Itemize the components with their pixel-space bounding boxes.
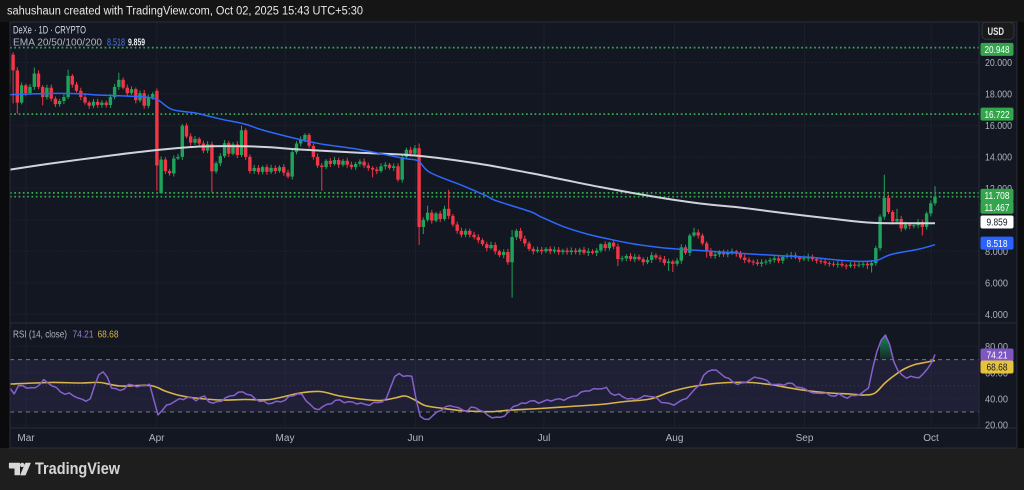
svg-text:RSI (14, close): RSI (14, close) <box>13 329 67 341</box>
svg-text:sahushaun created with Trading: sahushaun created with TradingView.com, … <box>7 6 363 18</box>
svg-text:Aug: Aug <box>666 433 684 444</box>
svg-text:20.948: 20.948 <box>985 44 1010 56</box>
svg-text:Jun: Jun <box>407 433 423 444</box>
svg-text:Oct: Oct <box>923 433 939 444</box>
svg-text:20.00: 20.00 <box>985 420 1008 432</box>
svg-text:Mar: Mar <box>17 433 35 444</box>
svg-text:DeXe · 1D · CRYPTO: DeXe · 1D · CRYPTO <box>13 25 86 37</box>
svg-text:18.000: 18.000 <box>985 89 1012 101</box>
svg-text:11.708: 11.708 <box>985 190 1010 202</box>
svg-text:16.722: 16.722 <box>985 109 1010 121</box>
svg-text:40.00: 40.00 <box>985 394 1008 406</box>
svg-text:74.21: 74.21 <box>73 329 94 341</box>
svg-text:Jul: Jul <box>538 433 551 444</box>
svg-text:68.68: 68.68 <box>987 362 1008 374</box>
svg-text:8.518: 8.518 <box>107 37 125 49</box>
svg-text:9.859: 9.859 <box>128 37 145 49</box>
svg-text:USD: USD <box>988 26 1005 38</box>
svg-text:16.000: 16.000 <box>985 120 1012 132</box>
svg-text:11.467: 11.467 <box>985 202 1010 214</box>
svg-text:Sep: Sep <box>796 433 814 444</box>
svg-text:74.21: 74.21 <box>987 350 1008 362</box>
svg-text:20.000: 20.000 <box>985 57 1012 69</box>
svg-text:9.859: 9.859 <box>987 217 1008 229</box>
svg-text:EMA 20/50/100/200: EMA 20/50/100/200 <box>13 37 102 49</box>
svg-text:8.518: 8.518 <box>987 238 1008 250</box>
svg-text:68.68: 68.68 <box>98 329 119 341</box>
svg-text:May: May <box>276 433 295 444</box>
svg-text:Apr: Apr <box>149 433 165 444</box>
svg-text:14.000: 14.000 <box>985 152 1012 164</box>
svg-text:4.000: 4.000 <box>985 309 1008 321</box>
svg-text:TradingView: TradingView <box>35 460 120 478</box>
svg-text:6.000: 6.000 <box>985 277 1008 289</box>
